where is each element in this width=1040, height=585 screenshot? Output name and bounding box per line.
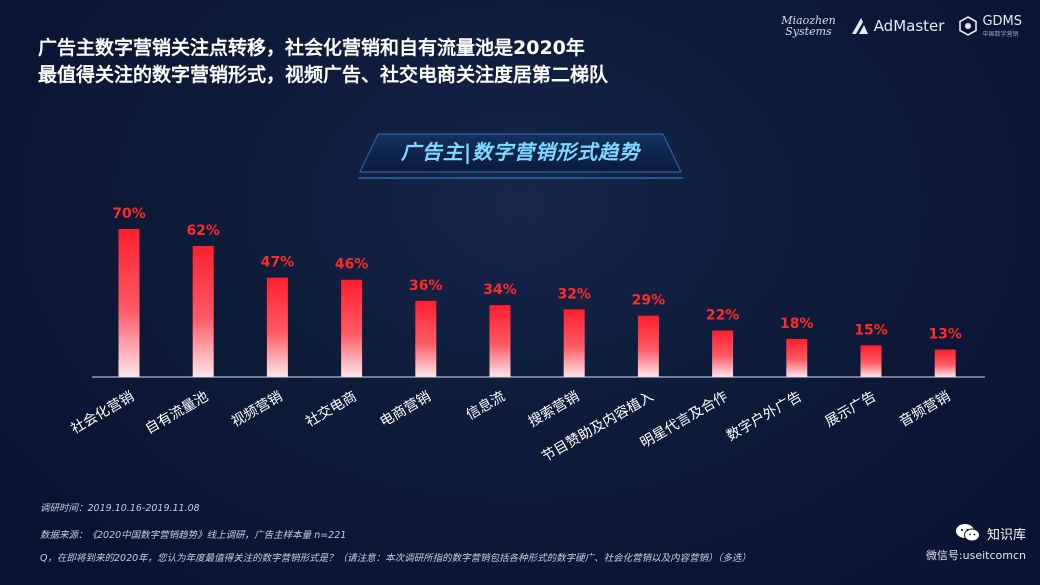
watermark-name: 知识库: [986, 527, 1026, 543]
value-label: 22%: [706, 307, 740, 323]
headline: 广告主数字营销关注点转移，社会化营销和自有流量池是2020年 最值得关注的数字营…: [38, 35, 758, 89]
watermark: 知识库 微信号:useitcomcn: [926, 523, 1026, 563]
headline-line-1: 广告主数字营销关注点转移，社会化营销和自有流量池是2020年: [38, 37, 585, 59]
gdms-hexagon-icon: [959, 16, 978, 36]
bar: [934, 349, 956, 377]
banner-frame: [358, 133, 683, 179]
footer-source: 数据来源：《2020中国数字营销趋势》线上调研，广告主样本量 n=221: [40, 530, 347, 541]
miaozhen-logo-line-1: Miaozhen: [781, 14, 836, 27]
bar: [266, 277, 288, 377]
value-label: 32%: [557, 286, 591, 302]
value-label: 70%: [112, 206, 146, 222]
bar: [341, 279, 363, 377]
category-label: 展示广告: [823, 389, 879, 431]
miaozhen-logo-line-2: Systems: [785, 25, 832, 38]
bar: [563, 309, 585, 377]
value-label: 46%: [335, 257, 369, 273]
category-label: 自有流量池: [143, 389, 212, 438]
wechat-icon: [955, 524, 980, 542]
category-label: 信息流: [463, 388, 508, 424]
footer-survey-time: 调研时间：2019.10.16-2019.11.08: [40, 503, 200, 514]
bar: [860, 345, 882, 377]
category-label: 数字户外广告: [724, 388, 805, 445]
value-label: 34%: [483, 282, 517, 298]
bar: [637, 315, 659, 377]
category-label-group: 社会化营销 自有流量池 视频营销 社交电商 电商营销 信息流 搜索营销节目赞助及内容植入明星…: [68, 388, 953, 466]
chart-title: 广告主|数字营销形式趋势: [400, 140, 641, 164]
gdms-logo-text: GDMS: [982, 14, 1022, 29]
value-label: 36%: [409, 278, 443, 294]
value-label-group: 70% 62% 47% 46% 36% 34% 32% 29% 22% 18% 15% 13%: [112, 206, 962, 343]
gdms-logo-text-wrap: GDMS 中国数字营销: [982, 14, 1022, 38]
value-label: 47%: [261, 255, 295, 271]
admaster-logo-text: AdMaster: [873, 17, 945, 35]
value-label: 15%: [854, 322, 888, 338]
footer-question: Q，在即将到来的2020年，您认为年度最值得关注的数字营销形式是？（请注意：本次…: [40, 553, 751, 564]
value-label: 18%: [780, 316, 814, 332]
category-label: 社交电商: [303, 388, 360, 431]
bar: [489, 305, 511, 377]
headline-line-2: 最值得关注的数字营销形式，视频广告、社交电商关注度居第二梯队: [38, 64, 609, 86]
gdms-logo-subtext: 中国数字营销: [982, 31, 1019, 38]
watermark-id: 微信号:useitcomcn: [925, 549, 1026, 562]
logo-group: Miaozhen Systems AdMaster GDMS 中国数字营销: [781, 14, 1022, 38]
category-label: 搜索营销: [525, 388, 582, 431]
gdms-logo: GDMS 中国数字营销: [958, 14, 1022, 38]
bar: [712, 330, 734, 377]
value-label: 13%: [928, 327, 962, 343]
miaozhen-logo: Miaozhen Systems: [781, 15, 835, 37]
category-label: 电商营销: [377, 389, 433, 431]
bar: [415, 300, 437, 377]
bar-series: [118, 229, 956, 377]
admaster-logo: AdMaster: [850, 17, 945, 35]
category-label: 视频营销: [229, 389, 285, 431]
bar: [118, 229, 140, 377]
bar: [786, 338, 808, 377]
watermark-name-row: 知识库: [926, 523, 1026, 543]
bar: [192, 245, 214, 377]
chart-title-banner: 广告主|数字营销形式趋势: [358, 132, 683, 180]
category-label: 社会化营销: [68, 389, 137, 438]
admaster-mark-icon: [851, 18, 868, 34]
category-label: 音频营销: [896, 388, 953, 431]
value-label: 62%: [186, 223, 220, 239]
value-label: 29%: [632, 293, 666, 309]
